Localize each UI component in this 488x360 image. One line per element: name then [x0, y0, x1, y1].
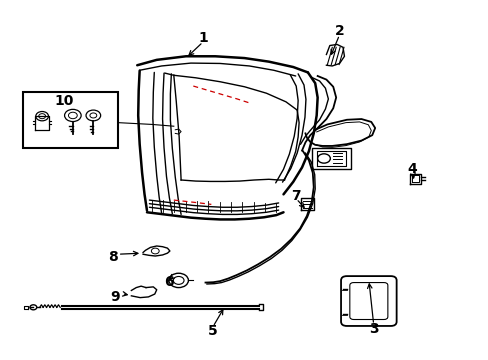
- Text: 9: 9: [110, 289, 120, 303]
- Text: 2: 2: [334, 24, 344, 38]
- Text: 1: 1: [198, 31, 207, 45]
- Text: 3: 3: [368, 322, 378, 336]
- Text: 5: 5: [207, 324, 217, 338]
- Text: 7: 7: [290, 189, 300, 203]
- Bar: [22, 92, 118, 148]
- Text: 6: 6: [164, 275, 173, 289]
- FancyBboxPatch shape: [340, 276, 396, 326]
- Text: 8: 8: [108, 250, 118, 264]
- Text: 4: 4: [407, 162, 417, 176]
- Text: 10: 10: [54, 94, 74, 108]
- FancyBboxPatch shape: [349, 283, 387, 319]
